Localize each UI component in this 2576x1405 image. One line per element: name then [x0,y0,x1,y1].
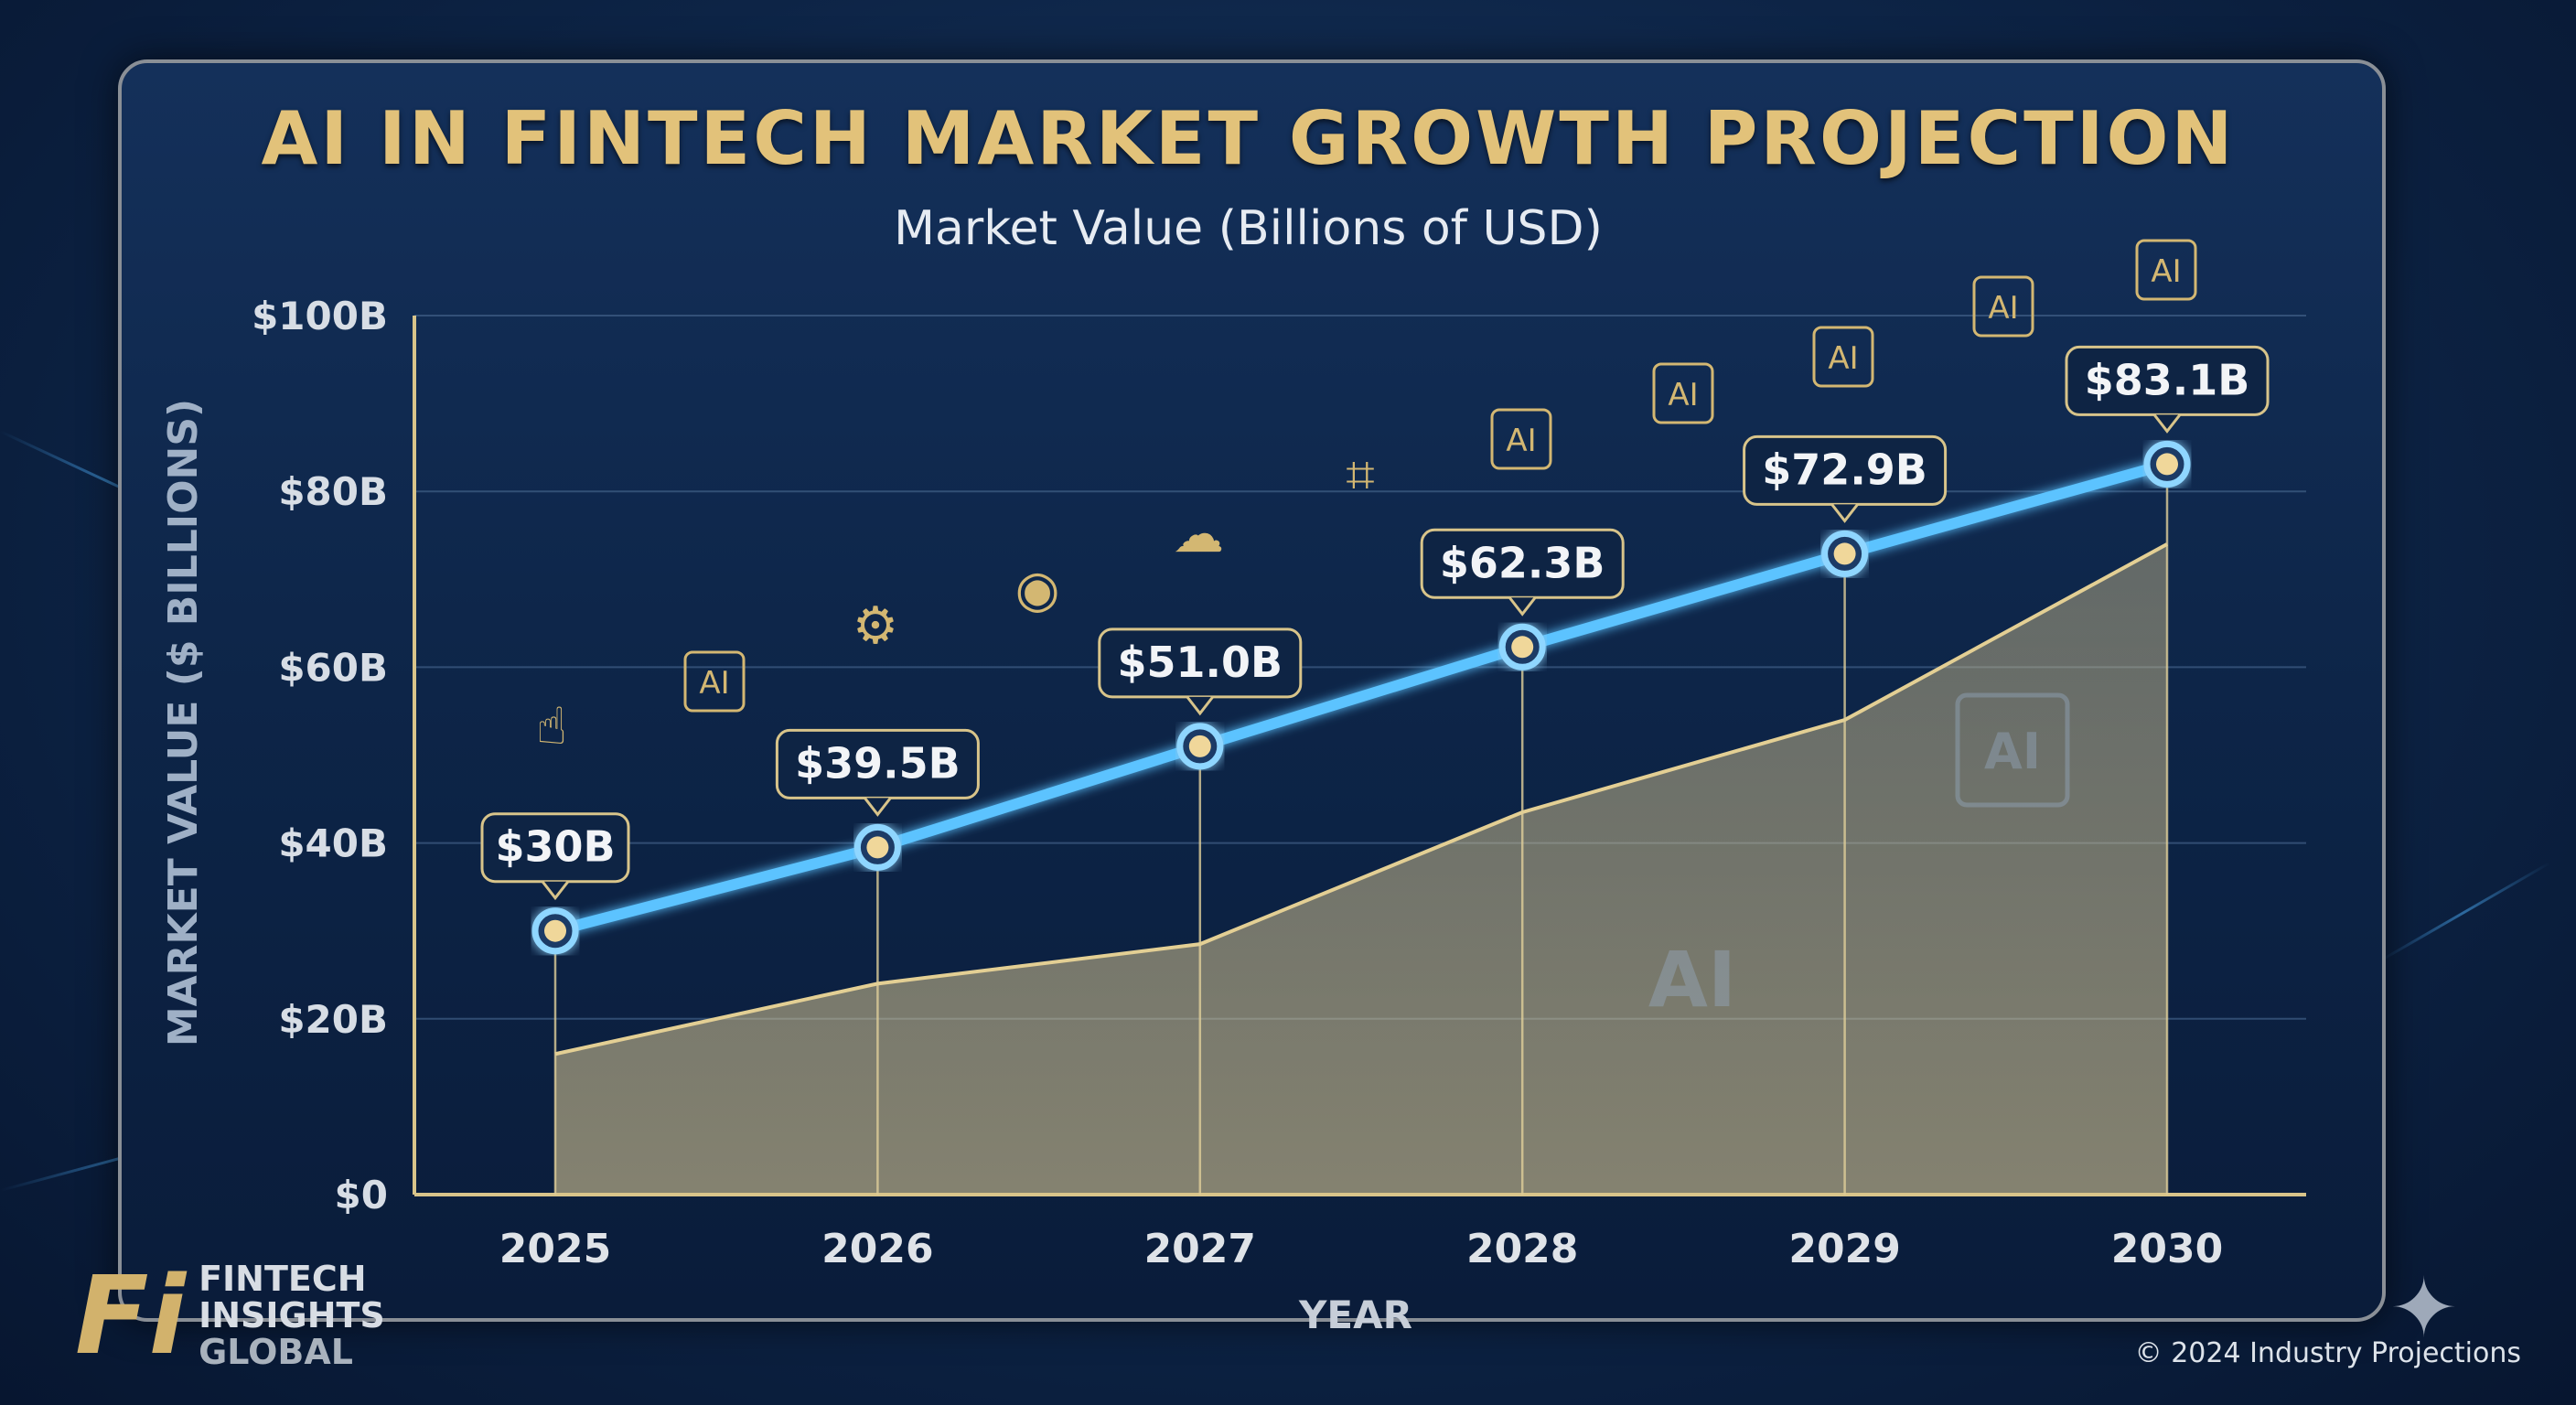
data-point-core [544,919,566,942]
y-tick-label: $40B [278,821,388,866]
svg-text:◉: ◉ [1015,560,1060,619]
data-label: $83.1B [2085,355,2250,404]
x-tick-label: 2027 [1144,1226,1256,1272]
svg-text:⚙: ⚙ [853,596,898,656]
copyright: © 2024 Industry Projections [2134,1337,2521,1369]
logo-line: GLOBAL [199,1332,354,1372]
data-label-pointer [864,797,892,817]
hand-pointer-icon: ☝ [536,697,567,756]
data-label-pointer [1186,695,1214,716]
ai-chip-icon: AI [1812,326,1874,388]
y-tick-label: $20B [278,997,388,1042]
svg-text:AI: AI [1668,377,1698,413]
hands-gear-icon: ⚙ [853,596,898,656]
x-tick-label: 2028 [1466,1226,1578,1272]
area-series [555,543,2167,1195]
x-tick-label: 2025 [499,1226,611,1272]
data-point-core [1511,636,1534,659]
brand-logo: Fi FINTECH INSIGHTS GLOBAL [75,1260,385,1370]
sparkle-icon: ✦ [2389,1260,2459,1357]
logo-line: INSIGHTS [199,1295,385,1335]
cloud-server-icon: ☁ [1173,505,1224,564]
chart-subtitle: Market Value (Billions of USD) [894,201,1603,256]
logo-mark: Fi [75,1252,187,1378]
svg-text:AI: AI [699,665,729,702]
data-point-core [1833,542,1856,565]
x-axis-title: YEAR [1298,1292,1412,1337]
svg-text:AI: AI [1988,290,2018,327]
y-tick-label: $0 [335,1173,388,1217]
y-tick-label: $80B [278,469,388,514]
svg-text:AI: AI [1506,423,1536,459]
x-tick-label: 2029 [1788,1226,1900,1272]
data-label: $72.9B [1762,445,1927,494]
ai-chip-watermark-icon: AI AI [1648,692,2070,1024]
svg-text:AI: AI [2151,253,2181,290]
area-series-edge [554,542,2168,1056]
ai-network-icon: AI [1972,275,2034,338]
ai-cloud-icon: AI [1652,362,1714,424]
ai-chip-icon: AI [2135,239,2197,301]
logo-line: FINTECH [199,1259,367,1299]
chart-title: AI IN FINTECH MARKET GROWTH PROJECTION [261,96,2236,181]
data-point-core [1188,735,1211,757]
svg-text:☝: ☝ [536,697,567,756]
x-tick-label: 2026 [821,1226,933,1272]
circuit-icon: ⌗ [1346,445,1375,505]
data-label-pointer [2152,413,2182,434]
svg-text:AI: AI [1648,935,1736,1024]
data-label: $30B [495,822,615,872]
data-label-pointer [1830,503,1859,523]
data-label: $51.0B [1118,638,1283,687]
svg-text:⌗: ⌗ [1346,445,1375,505]
data-point-core [2156,453,2178,476]
data-label: $39.5B [795,738,961,788]
svg-text:☁: ☁ [1173,505,1224,564]
data-label-pointer [541,880,570,901]
svg-text:AI: AI [1828,340,1858,377]
data-label-pointer [1508,596,1537,617]
data-point-core [866,836,889,859]
x-tick-label: 2030 [2111,1226,2223,1272]
chip-circle-icon: ◉ [1015,560,1060,619]
y-axis-title: MARKET VALUE ($ BILLIONS) [160,399,207,1046]
svg-text:AI: AI [1984,723,2041,780]
y-tick-label: $100B [252,294,388,338]
ai-chip-icon: AI [683,650,746,713]
ai-head-icon: AI [1490,408,1552,470]
line-series [550,458,2173,937]
data-label: $62.3B [1440,538,1605,587]
y-tick-label: $60B [278,645,388,690]
